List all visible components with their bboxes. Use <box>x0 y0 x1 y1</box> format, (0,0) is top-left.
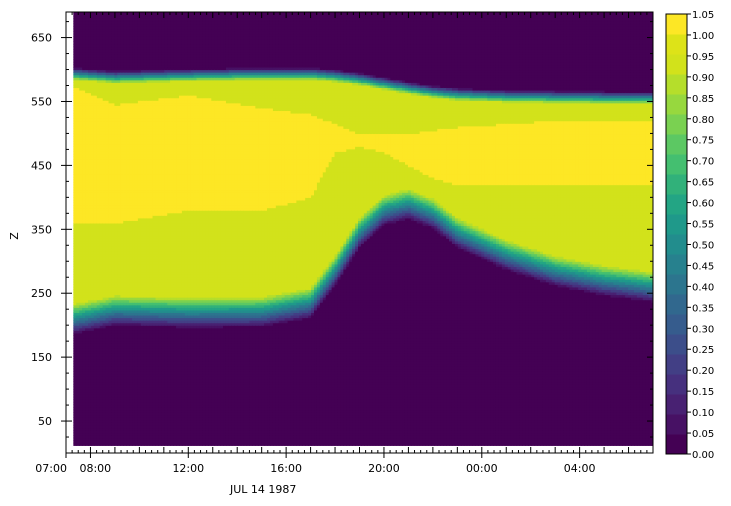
heatmap-field <box>73 11 655 446</box>
